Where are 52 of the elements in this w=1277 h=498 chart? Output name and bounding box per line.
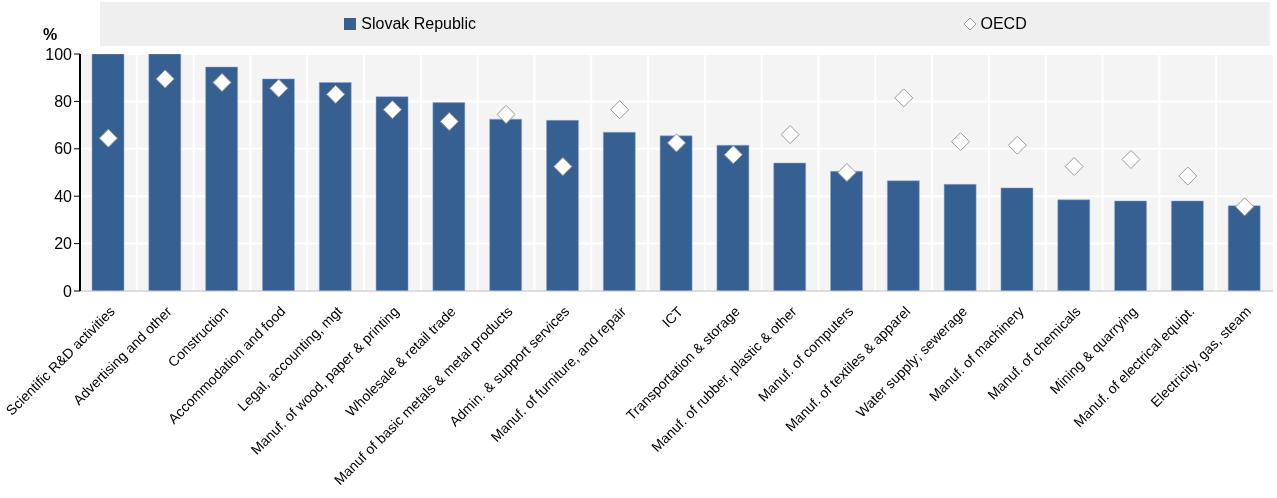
point xyxy=(439,112,459,132)
point xyxy=(837,163,857,182)
bar xyxy=(489,118,522,291)
bar xyxy=(318,82,352,291)
bar xyxy=(1227,205,1261,291)
y-tick-label: 100 xyxy=(45,45,73,63)
bar xyxy=(205,66,238,291)
point xyxy=(212,72,232,92)
y-tick-label: 0 xyxy=(63,282,73,300)
legend-label: OECD xyxy=(980,15,1027,33)
point xyxy=(553,157,573,177)
bar xyxy=(148,54,182,291)
point xyxy=(1178,166,1198,186)
y-tick-label: 80 xyxy=(54,93,73,111)
bar xyxy=(1057,199,1091,291)
bar xyxy=(432,102,466,291)
point xyxy=(1007,135,1027,155)
bar xyxy=(262,78,295,291)
y-tick-label: 60 xyxy=(54,140,73,158)
bar xyxy=(546,120,579,291)
point xyxy=(667,133,686,153)
point xyxy=(1064,157,1084,177)
point xyxy=(723,145,743,165)
bar xyxy=(1171,200,1204,291)
point xyxy=(496,104,516,124)
legend-label: Slovak Republic xyxy=(361,15,476,33)
point xyxy=(269,78,289,98)
bar xyxy=(603,131,636,291)
bar xyxy=(716,145,750,291)
point xyxy=(382,100,402,120)
y-tick-label: 40 xyxy=(54,187,73,205)
point xyxy=(98,128,118,148)
y-tick-label: 20 xyxy=(54,235,73,253)
bar xyxy=(375,96,409,291)
point xyxy=(610,100,630,120)
point xyxy=(894,88,914,108)
bar xyxy=(1000,187,1034,291)
point xyxy=(780,125,800,145)
point xyxy=(1121,149,1141,169)
bar xyxy=(943,184,977,291)
y-axis-title: % xyxy=(42,26,58,43)
point xyxy=(951,132,971,152)
bar xyxy=(91,54,125,291)
point xyxy=(155,69,175,89)
bar xyxy=(887,180,920,291)
bar xyxy=(1114,200,1147,291)
bar xyxy=(659,135,693,291)
bar xyxy=(773,162,806,291)
bar xyxy=(830,171,863,291)
point xyxy=(1235,197,1255,217)
x-tick-label: ICT xyxy=(658,302,687,331)
point xyxy=(326,84,346,104)
